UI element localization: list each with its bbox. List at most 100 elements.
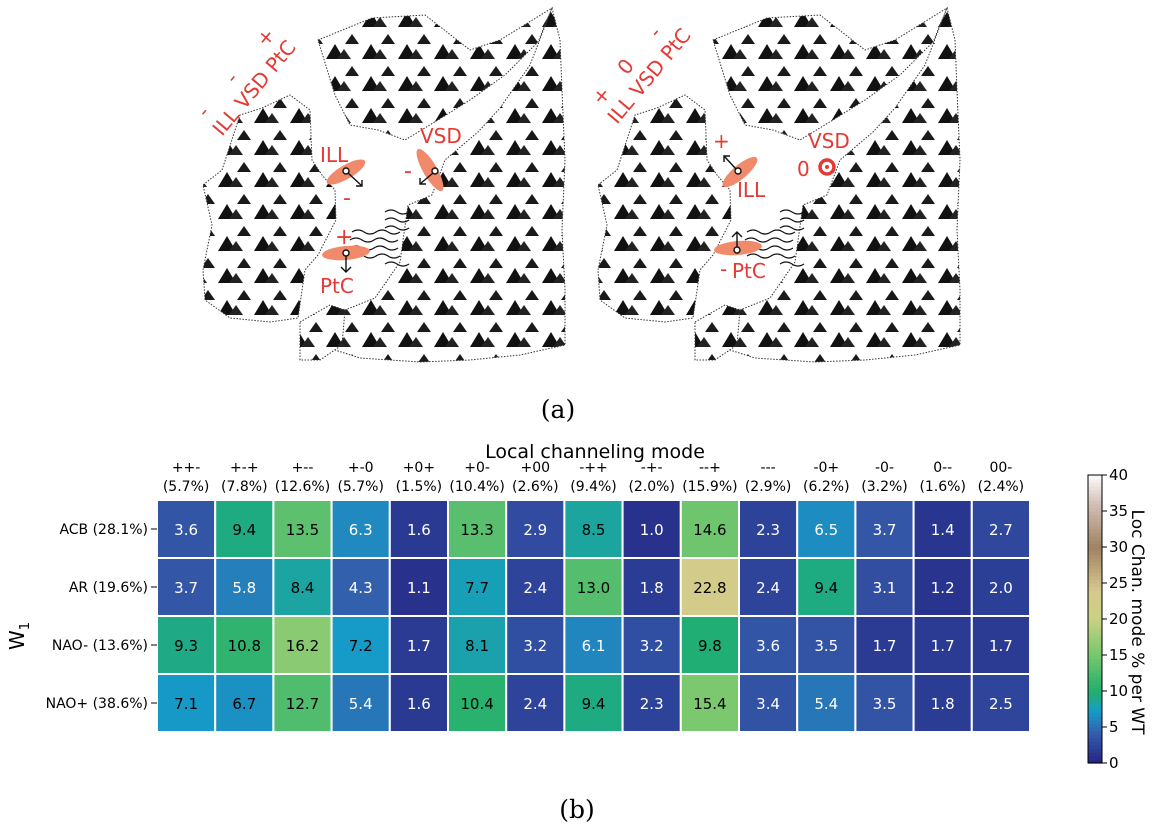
colorbar-segment [1088, 503, 1102, 508]
rotated-sign-ptc: - [643, 21, 666, 42]
colorbar-segment [1088, 604, 1102, 609]
colorbar: 0 5 10 15 20 25 30 35 40 [1087, 466, 1128, 772]
heatmap-cell [388, 499, 449, 559]
colorbar-segment [1088, 680, 1102, 685]
vsd-label: VSD [808, 129, 850, 153]
colorbar-segment [1088, 547, 1102, 552]
ptc-point [342, 249, 350, 257]
cell-value: 2.7 [989, 521, 1013, 539]
colorbar-segment [1088, 615, 1102, 620]
heatmap-cell [214, 673, 275, 733]
ill-arrow-icon [347, 172, 363, 187]
colorbar-segment [1088, 568, 1102, 573]
ptc-sign: - [720, 257, 727, 281]
vsd-lobe [416, 148, 444, 192]
colorbar-segment [1088, 637, 1102, 642]
column-percent: (2.0%) [628, 479, 675, 495]
column-label: -+- [641, 460, 663, 476]
cell-value: 7.7 [465, 579, 489, 597]
land-lower-left [299, 304, 346, 361]
cell-value: 2.0 [989, 579, 1013, 597]
cell-value: 3.2 [523, 637, 547, 655]
cell-value: 10.8 [228, 637, 261, 655]
heatmap-cell [330, 673, 391, 733]
cell-value: 14.6 [693, 521, 726, 539]
cell-value: 22.8 [693, 579, 726, 597]
colorbar-segment [1088, 676, 1102, 681]
colorbar-segment [1088, 691, 1102, 696]
ill-point [734, 167, 742, 175]
colorbar-segment [1088, 737, 1102, 742]
column-label: 0-- [933, 460, 952, 476]
cell-value: 2.4 [756, 579, 780, 597]
cell-value: 5.8 [232, 579, 256, 597]
column-percent: (2.9%) [745, 479, 792, 495]
colorbar-tick-label: 10 [1109, 682, 1128, 700]
cell-value: 13.5 [286, 521, 319, 539]
colorbar-segment [1088, 694, 1102, 699]
cell-value: 1.2 [931, 579, 955, 597]
colorbar-segment [1088, 759, 1102, 764]
column-label: -0- [875, 460, 894, 476]
colorbar-segment [1088, 554, 1102, 559]
cell-value: 2.5 [989, 695, 1013, 713]
colorbar-segment [1088, 496, 1102, 501]
cell-value: 6.7 [232, 695, 256, 713]
colorbar-segment [1088, 647, 1102, 652]
colorbar-segment [1088, 514, 1102, 519]
colorbar-segment [1088, 539, 1102, 544]
cell-value: 7.1 [174, 695, 198, 713]
cell-value: 1.8 [640, 579, 664, 597]
vsd-label: VSD [420, 124, 462, 148]
heatmap-cell [738, 615, 799, 675]
row-label: NAO- (13.6%) [52, 638, 148, 654]
cell-value: 3.2 [640, 637, 664, 655]
cell-value: 10.4 [460, 695, 493, 713]
heatmap-cell [854, 615, 915, 675]
ptc-arrow-icon [731, 231, 743, 247]
cell-value: 3.7 [873, 521, 897, 539]
cell-value: 6.3 [349, 521, 373, 539]
caption-a: (a) [541, 395, 575, 424]
heatmap-cell [330, 499, 391, 559]
vsd-arrow-icon [419, 172, 434, 185]
column-label: ++- [172, 460, 201, 476]
colorbar-segment [1088, 644, 1102, 649]
colorbar-label: Loc Chan. mode % per WT [1127, 510, 1147, 736]
column-label: --+ [699, 460, 721, 476]
colorbar-segment [1088, 525, 1102, 530]
colorbar-tick-label: 35 [1109, 502, 1128, 520]
colorbar-segment [1088, 565, 1102, 570]
vsd-point [431, 167, 439, 175]
ptc-sign: + [335, 225, 353, 250]
heatmap-cell [970, 615, 1031, 675]
column-label: --- [761, 460, 776, 476]
heatmap-cell [912, 615, 973, 675]
column-label: +00 [521, 460, 551, 476]
ill-sign: - [343, 186, 351, 211]
colorbar-segment [1088, 633, 1102, 638]
cell-value: 3.5 [873, 695, 897, 713]
column-percent: (2.6%) [512, 479, 559, 495]
cell-value: 5.4 [349, 695, 373, 713]
column-label: +-0 [348, 460, 374, 476]
cell-value: 9.4 [582, 695, 606, 713]
ill-label: ILL [320, 143, 349, 167]
column-label: 00- [989, 460, 1012, 476]
colorbar-segment [1088, 701, 1102, 706]
colorbar-segment [1088, 626, 1102, 631]
cell-value: 9.8 [698, 637, 722, 655]
heatmap-cell [621, 615, 682, 675]
land-right [334, 6, 566, 363]
cell-value: 8.1 [465, 637, 489, 655]
colorbar-segment [1088, 561, 1102, 566]
cell-value: 8.5 [582, 521, 606, 539]
colorbar-segment [1088, 673, 1102, 678]
colorbar-segment [1088, 521, 1102, 526]
colorbar-segment [1088, 493, 1102, 498]
heatmap-cell [214, 499, 275, 559]
colorbar-segment [1088, 622, 1102, 627]
colorbar-segment [1088, 593, 1102, 598]
column-percent: (9.4%) [570, 479, 617, 495]
